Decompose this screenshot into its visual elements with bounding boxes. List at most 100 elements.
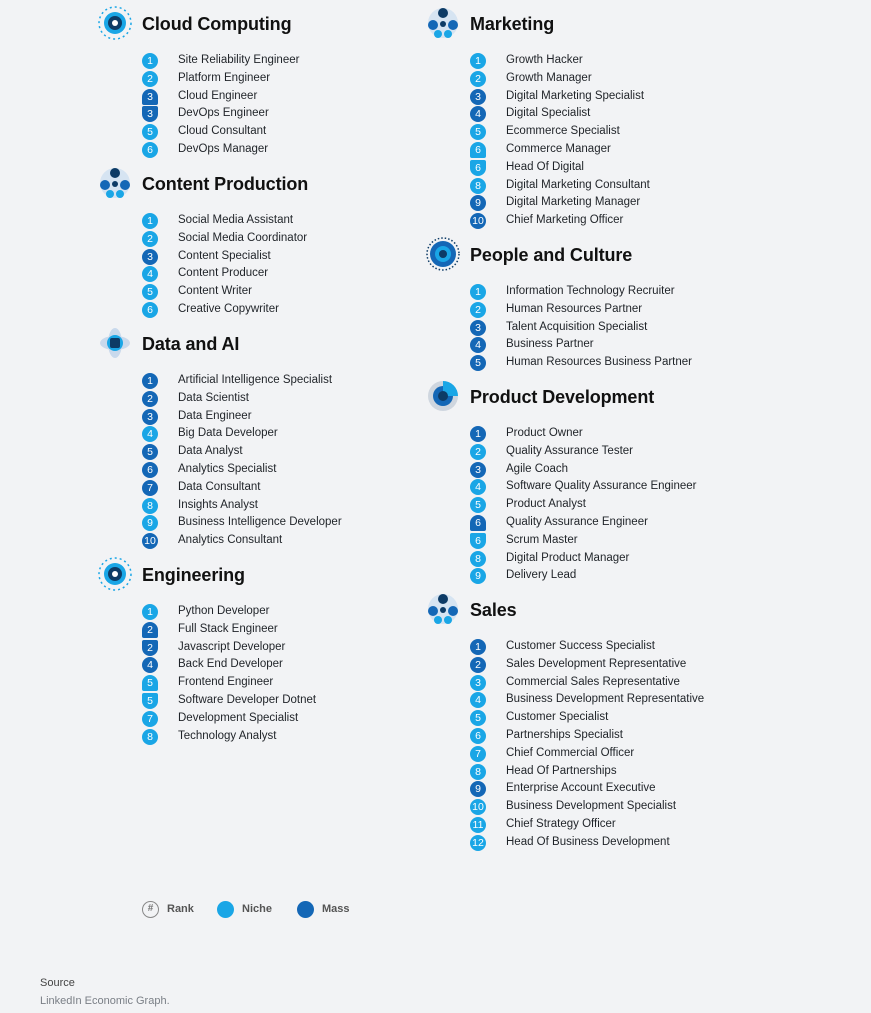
- rank-badge: 5: [142, 124, 158, 141]
- job-title: Content Producer: [178, 267, 269, 280]
- rank-badge: 6: [142, 142, 158, 158]
- engineering-icon: [98, 557, 132, 591]
- job-title: Quality Assurance Engineer: [506, 516, 648, 528]
- rank-badge: 9: [470, 568, 486, 585]
- list-item: 7 Data Consultant: [142, 479, 522, 497]
- rank-badge: 1: [470, 639, 486, 655]
- job-title: Cloud Engineer: [178, 89, 258, 102]
- section-data: Data and AI 1 Artificial Intelligence Spec…: [98, 324, 428, 550]
- list-item: 1 Growth Hacker: [470, 52, 850, 70]
- job-title: Software Quality Assurance Engineer: [506, 480, 697, 493]
- list-item: 3 Data Engineer: [142, 408, 522, 426]
- list-item: 10 Chief Marketing Officer: [470, 212, 850, 230]
- list-item: 6 Commerce Manager: [470, 141, 850, 159]
- data-ai-icon: [98, 326, 132, 360]
- rank-badge: 6: [470, 159, 486, 176]
- job-title: Quality Assurance Tester: [506, 444, 633, 457]
- job-title: Cloud Consultant: [178, 125, 267, 138]
- job-title: Javascript Developer: [178, 640, 286, 653]
- rank-badge: 2: [470, 656, 486, 673]
- job-title: Scrum Master: [506, 533, 578, 546]
- content-production-icon: [98, 166, 132, 200]
- list-item: 1 Information Technology Recruiter: [470, 283, 850, 301]
- job-title: Customer Specialist: [506, 711, 609, 724]
- section-title: People and Culture: [470, 245, 633, 265]
- legend-rank-label: Rank: [167, 903, 194, 915]
- rank-badge: 10: [470, 213, 486, 230]
- list-item: 4 Content Producer: [142, 265, 522, 283]
- rank-badge: 4: [470, 479, 486, 496]
- rank-badge: 3: [142, 248, 158, 265]
- rank-badge: 6: [470, 515, 486, 531]
- list-item: 9 Digital Marketing Manager: [470, 194, 850, 212]
- list-item: 8 Technology Analyst: [142, 728, 522, 746]
- rank-badge: 5: [470, 497, 486, 514]
- job-title: Business Development Specialist: [506, 800, 677, 813]
- rank-badge: 12: [470, 834, 486, 851]
- rank-badge: 5: [470, 710, 486, 727]
- list-item: 3 Digital Marketing Specialist: [470, 88, 850, 106]
- job-title: Agile Coach: [506, 462, 569, 475]
- list-item: 4 Back End Developer: [142, 656, 522, 674]
- list-item: 5 Human Resources Business Partner: [470, 354, 850, 372]
- section-sales: Sales 1 Customer Success Specialist 2 Sales …: [426, 590, 856, 851]
- section-header: Engineering: [98, 555, 428, 591]
- section-title: Product Development: [470, 387, 655, 407]
- list-item: 3 Agile Coach: [470, 461, 850, 479]
- rank-badge: 1: [470, 53, 486, 69]
- rank-badge: 3: [142, 408, 158, 425]
- rank-badge: 6: [470, 728, 486, 744]
- rank-badge: 2: [142, 230, 158, 247]
- job-title: Development Specialist: [178, 711, 299, 724]
- rank-badge: 5: [470, 355, 486, 372]
- job-title: Sales Development Representative: [506, 657, 687, 670]
- rank-badge: 6: [470, 142, 486, 158]
- list-item: 4 Business Partner: [470, 336, 850, 354]
- job-title: Head Of Business Development: [506, 835, 670, 848]
- rank-badge: 1: [142, 53, 158, 69]
- job-title: Partnerships Specialist: [506, 729, 623, 741]
- rank-badge: 4: [142, 657, 158, 674]
- rank-badge: 4: [142, 266, 158, 283]
- rank-badge: 2: [470, 70, 486, 87]
- job-title: Big Data Developer: [178, 427, 278, 440]
- rank-badge: 1: [142, 373, 158, 389]
- rank-badge: 3: [470, 319, 486, 336]
- legend-niche-label: Niche: [242, 903, 272, 915]
- list-item: 4 Big Data Developer: [142, 425, 522, 443]
- job-title: Head Of Partnerships: [506, 764, 617, 777]
- list-item: 12 Head Of Business Development: [470, 834, 850, 852]
- job-title: Enterprise Account Executive: [506, 782, 656, 795]
- list-item: 5 Data Analyst: [142, 443, 522, 461]
- list-item: 11 Chief Strategy Officer: [470, 816, 850, 834]
- list-item: 6 Partnerships Specialist: [470, 727, 850, 745]
- job-title: Technology Analyst: [178, 729, 277, 742]
- list-item: 9 Delivery Lead: [470, 567, 850, 585]
- job-title: Python Developer: [178, 605, 270, 617]
- section-people: People and Culture 1 Information Technolog…: [426, 235, 856, 372]
- marketing-icon: [426, 6, 460, 40]
- list-item: 3 Talent Acquisition Specialist: [470, 319, 850, 337]
- section-title: Engineering: [142, 565, 245, 585]
- rank-badge: 4: [470, 106, 486, 123]
- job-title: Delivery Lead: [506, 569, 577, 582]
- job-title: Product Owner: [506, 427, 583, 439]
- product-development-icon: [426, 379, 460, 413]
- job-title: Content Writer: [178, 285, 252, 298]
- list-item: 6 Quality Assurance Engineer: [470, 514, 850, 532]
- job-title: Ecommerce Specialist: [506, 125, 620, 138]
- cloud-computing-icon: [98, 6, 132, 40]
- rank-badge: 5: [142, 444, 158, 461]
- job-title: Full Stack Engineer: [178, 622, 278, 635]
- section-title: Marketing: [470, 14, 555, 34]
- rank-badge: 6: [142, 462, 158, 478]
- rank-badge: 6: [142, 302, 158, 318]
- rank-badge: 5: [142, 693, 158, 709]
- job-title: Data Scientist: [178, 391, 249, 404]
- list-item: 5 Customer Specialist: [470, 709, 850, 727]
- job-title: Business Partner: [506, 338, 594, 351]
- rank-badge: 3: [470, 461, 486, 478]
- job-title: DevOps Engineer: [178, 107, 269, 120]
- rank-badge: 9: [142, 515, 158, 532]
- section-title: Data and AI: [142, 334, 240, 354]
